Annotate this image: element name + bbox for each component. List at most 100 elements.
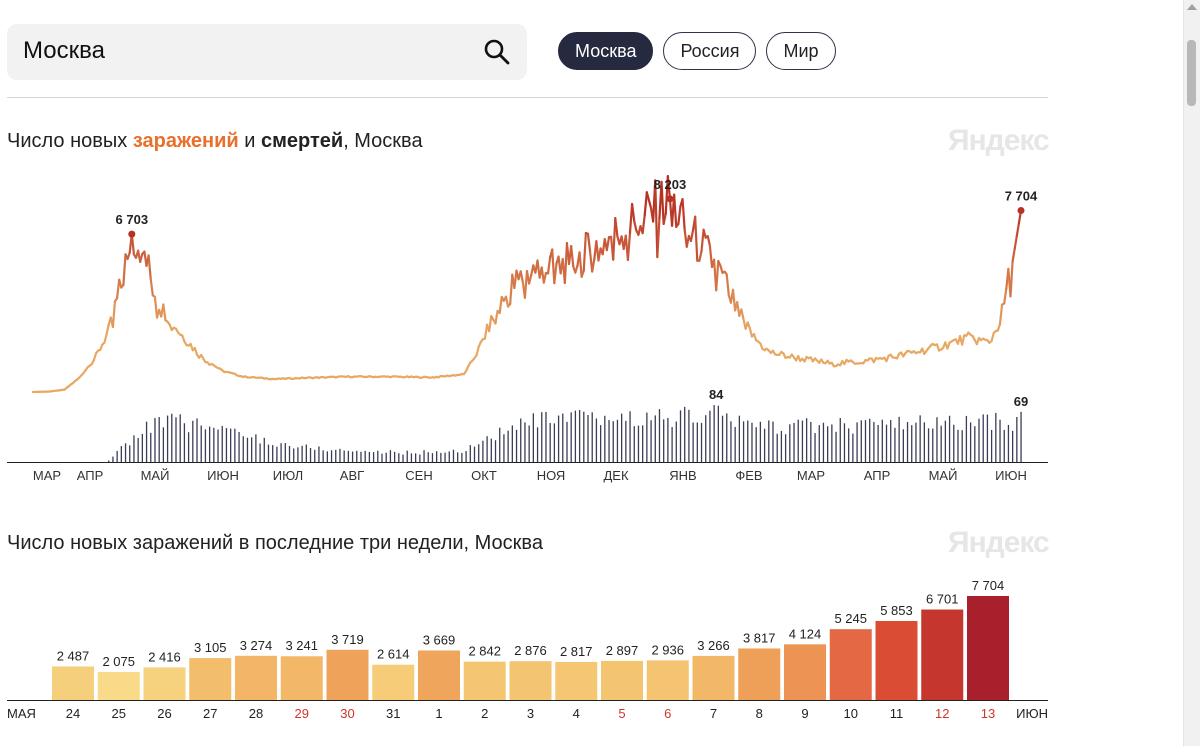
deaths-bar bbox=[267, 444, 270, 462]
deaths-bar bbox=[721, 415, 724, 462]
deaths-bar bbox=[440, 452, 442, 462]
deaths-bar bbox=[801, 420, 804, 462]
deaths-bar bbox=[763, 428, 766, 462]
infections-segment bbox=[698, 250, 703, 262]
tab-world[interactable]: Мир bbox=[766, 32, 836, 70]
infections-segment bbox=[662, 212, 667, 225]
scroll-up-arrow-icon[interactable] bbox=[1187, 4, 1197, 10]
deaths-bar bbox=[625, 420, 627, 462]
deaths-bar bbox=[726, 413, 728, 462]
infections-segment bbox=[996, 323, 1002, 332]
deaths-bar bbox=[288, 445, 291, 462]
infections-segment bbox=[574, 264, 579, 274]
deaths-bar bbox=[490, 438, 492, 462]
scrollbar-thumb[interactable] bbox=[1187, 40, 1196, 106]
deaths-bar bbox=[902, 429, 904, 462]
infections-segment bbox=[528, 274, 533, 285]
infections-segment bbox=[660, 180, 665, 225]
deaths-bar bbox=[633, 426, 635, 462]
deaths-bar bbox=[995, 412, 997, 462]
deaths-bar bbox=[423, 450, 425, 462]
deaths-bar bbox=[461, 452, 463, 462]
search-input[interactable]: Москва bbox=[23, 37, 105, 64]
deaths-bar bbox=[738, 415, 741, 462]
infections-segment bbox=[162, 303, 167, 322]
deaths-bar bbox=[381, 453, 383, 462]
deaths-bar bbox=[507, 430, 509, 462]
deaths-bar bbox=[545, 411, 547, 462]
deaths-bar bbox=[541, 412, 543, 462]
deaths-bar bbox=[499, 427, 501, 462]
bar bbox=[326, 649, 369, 700]
infections-segment bbox=[147, 254, 152, 281]
deaths-bar bbox=[234, 428, 236, 462]
infections-segment bbox=[92, 352, 98, 361]
deaths-bar bbox=[797, 419, 799, 462]
deaths-bar bbox=[187, 432, 190, 462]
deaths-bar bbox=[419, 454, 421, 462]
deaths-bars bbox=[108, 405, 1022, 462]
infections-segment bbox=[149, 277, 154, 297]
page-scrollbar[interactable] bbox=[1183, 0, 1200, 746]
bar-value-label: 2 936 bbox=[651, 642, 684, 657]
bar bbox=[921, 609, 964, 700]
search-icon[interactable] bbox=[483, 38, 511, 66]
deaths-bar bbox=[297, 447, 299, 462]
infections-segment bbox=[708, 244, 714, 269]
bar-value-label: 3 105 bbox=[194, 640, 227, 655]
month-label-left: МАЯ bbox=[7, 706, 36, 721]
deaths-bar bbox=[272, 445, 274, 462]
deaths-bar bbox=[385, 452, 387, 462]
chart1-title-middle: и bbox=[238, 130, 261, 152]
infections-segment bbox=[715, 259, 720, 292]
x-tick-label: ДЕК bbox=[603, 468, 628, 483]
infections-segment bbox=[139, 252, 144, 263]
deaths-bar bbox=[591, 412, 593, 462]
infections-segment bbox=[498, 295, 503, 315]
region-tabs: Москва Россия Мир bbox=[558, 32, 836, 70]
tab-moscow[interactable]: Москва bbox=[558, 32, 654, 70]
deaths-bar bbox=[116, 450, 118, 462]
deaths-bar bbox=[330, 450, 333, 462]
deaths-bar bbox=[864, 420, 867, 462]
infections-segment bbox=[570, 245, 575, 268]
deaths-bar bbox=[906, 422, 909, 462]
infections-segment bbox=[643, 191, 648, 217]
deaths-bar bbox=[969, 422, 972, 462]
deaths-bar bbox=[679, 410, 682, 462]
infections-segment bbox=[578, 251, 583, 278]
infections-peak-marker bbox=[666, 195, 674, 203]
deaths-bar bbox=[675, 421, 677, 462]
deaths-bar bbox=[192, 420, 194, 462]
deaths-bar bbox=[414, 453, 417, 462]
deaths-bar bbox=[919, 415, 921, 462]
bar-value-label: 2 416 bbox=[148, 649, 181, 664]
x-category-label: 26 bbox=[157, 706, 171, 721]
chart1-title-suffix: , Москва bbox=[343, 130, 423, 152]
x-category-label: 6 bbox=[664, 706, 671, 721]
x-category-label: 8 bbox=[756, 706, 763, 721]
deaths-bar bbox=[469, 445, 471, 462]
x-tick-label: МАЙ bbox=[141, 468, 170, 483]
deaths-bar bbox=[923, 422, 926, 462]
x-category-label: 12 bbox=[935, 706, 949, 721]
bar bbox=[967, 596, 1009, 700]
deaths-bar bbox=[839, 417, 841, 462]
region-search-box[interactable]: Москва bbox=[7, 24, 527, 80]
deaths-peak-label: 69 bbox=[1014, 394, 1028, 409]
deaths-bar bbox=[986, 414, 989, 462]
infections-segment bbox=[103, 333, 108, 344]
tab-russia[interactable]: Россия bbox=[663, 32, 757, 70]
deaths-bar bbox=[200, 425, 202, 462]
infections-segment bbox=[586, 232, 592, 253]
deaths-bar bbox=[452, 449, 455, 462]
x-tick-label: НОЯ bbox=[537, 468, 566, 483]
deaths-bar bbox=[961, 430, 963, 462]
infections-segment bbox=[645, 191, 651, 202]
deaths-bar bbox=[364, 450, 366, 462]
deaths-bar bbox=[873, 422, 875, 462]
x-tick-label: АВГ bbox=[340, 468, 364, 483]
x-tick-label: МАЙ bbox=[929, 468, 958, 483]
deaths-bar bbox=[166, 415, 169, 462]
deaths-bar bbox=[810, 421, 812, 462]
